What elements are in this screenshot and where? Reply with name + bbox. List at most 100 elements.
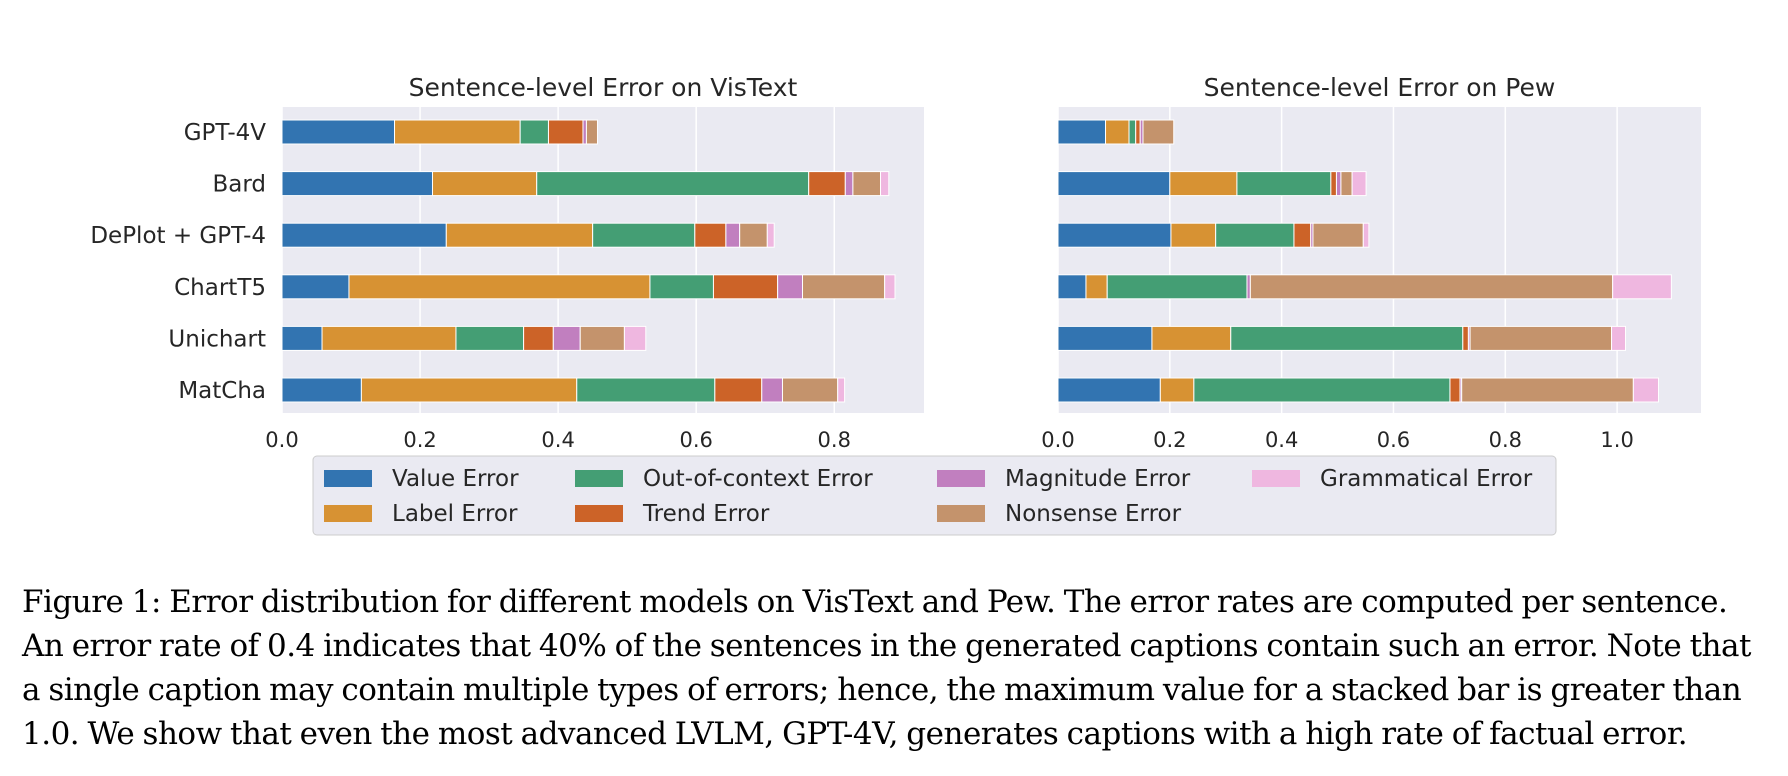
- chart-title-0: Sentence-level Error on VisText: [409, 73, 798, 102]
- bar-segment-0-2-2: [592, 222, 696, 248]
- bar-segment-1-4-6: [1611, 325, 1627, 351]
- x-tick-label-0-3: 0.6: [679, 428, 712, 452]
- bar-segment-0-4-3: [523, 325, 554, 351]
- legend-swatch-5: [575, 505, 623, 522]
- bar-segment-1-5-2: [1193, 377, 1451, 403]
- bar-segment-0-2-1: [445, 222, 594, 248]
- bar-segment-1-1-2: [1236, 171, 1332, 197]
- bar-segment-0-4-6: [623, 325, 647, 351]
- category-label-3: ChartT5: [174, 275, 266, 301]
- bar-segment-0-3-3: [712, 274, 779, 300]
- bar-segment-1-2-1: [1170, 222, 1217, 248]
- bar-segment-0-5-2: [576, 377, 716, 403]
- bar-segment-1-3-2: [1106, 274, 1248, 300]
- bar-segment-0-5-3: [714, 377, 763, 403]
- category-label-2: DePlot + GPT-4: [90, 223, 266, 249]
- legend-label-6: Nonsense Error: [1005, 501, 1182, 527]
- bar-segment-1-0-2: [1128, 119, 1137, 145]
- bar-segment-0-4-1: [321, 325, 457, 351]
- bar-segment-0-5-4: [761, 377, 783, 403]
- bar-segment-1-4-0: [1057, 325, 1153, 351]
- bar-segment-1-1-0: [1057, 171, 1171, 197]
- bar-segment-0-2-6: [766, 222, 775, 248]
- bar-segment-0-0-3: [547, 119, 584, 145]
- x-tick-label-1-3: 0.6: [1377, 428, 1410, 452]
- category-label-0: GPT-4V: [184, 120, 267, 146]
- bar-segment-1-0-3: [1135, 119, 1141, 145]
- x-tick-label-1-1: 0.2: [1153, 428, 1186, 452]
- bar-segment-0-3-0: [281, 274, 350, 300]
- figure-caption: Figure 1: Error distribution for differe…: [22, 584, 1751, 752]
- bar-segment-0-0-2: [519, 119, 549, 145]
- bar-segment-1-3-5: [1249, 274, 1614, 300]
- bar-segment-0-3-4: [777, 274, 804, 300]
- bar-segment-1-1-5: [1340, 171, 1353, 197]
- legend-swatch-2: [937, 470, 985, 487]
- bar-segment-1-2-6: [1362, 222, 1370, 248]
- bar-segment-0-3-2: [649, 274, 714, 300]
- legend-swatch-0: [324, 470, 372, 487]
- plot-area-1: [1058, 107, 1701, 413]
- legend-label-2: Magnitude Error: [1005, 466, 1191, 492]
- bar-segment-1-2-3: [1293, 222, 1312, 248]
- category-label-1: Bard: [212, 172, 266, 198]
- bar-segment-0-1-6: [880, 171, 890, 197]
- bar-segment-1-5-1: [1159, 377, 1195, 403]
- bar-segment-1-1-3: [1330, 171, 1337, 197]
- bar-segment-1-1-6: [1351, 171, 1367, 197]
- bar-segment-1-4-1: [1151, 325, 1232, 351]
- bar-segment-0-4-5: [579, 325, 625, 351]
- bar-segment-1-1-4: [1335, 171, 1342, 197]
- bar-segment-0-5-6: [837, 377, 846, 403]
- bar-segment-0-1-2: [536, 171, 810, 197]
- legend-label-3: Grammatical Error: [1320, 466, 1533, 492]
- chart-title-1: Sentence-level Error on Pew: [1204, 73, 1556, 102]
- bar-segment-1-3-6: [1612, 274, 1672, 300]
- bar-segment-0-1-0: [281, 171, 433, 197]
- legend-swatch-4: [324, 505, 372, 522]
- bar-segment-0-4-4: [552, 325, 581, 351]
- bar-segment-1-4-2: [1230, 325, 1464, 351]
- bar-segment-0-2-4: [725, 222, 741, 248]
- plot-area-0: [282, 107, 924, 413]
- bar-segment-1-5-5: [1461, 377, 1634, 403]
- bar-segment-0-2-5: [739, 222, 768, 248]
- bar-segment-1-5-6: [1632, 377, 1660, 403]
- bar-segment-0-2-3: [694, 222, 727, 248]
- figure: 0.0 0.2 0.4 0.6 0.8 Sentence-level Error on V…: [90, 73, 1701, 536]
- x-tick-label-0-0: 0.0: [265, 428, 298, 452]
- bar-segment-0-2-0: [281, 222, 447, 248]
- bar-segment-0-1-5: [852, 171, 882, 197]
- legend-swatch-6: [937, 505, 985, 522]
- legend-box: [312, 455, 1557, 536]
- bar-segment-1-3-4: [1246, 274, 1251, 300]
- bar-segment-1-0-1: [1105, 119, 1130, 145]
- x-tick-label-1-5: 1.0: [1600, 428, 1633, 452]
- category-label-5: MatCha: [178, 378, 266, 404]
- bar-segment-0-1-3: [808, 171, 846, 197]
- bar-segment-1-0-5: [1142, 119, 1175, 145]
- bar-segment-0-0-1: [394, 119, 521, 145]
- bar-segment-0-3-6: [884, 274, 896, 300]
- legend-swatch-3: [1252, 470, 1300, 487]
- bar-segment-0-4-2: [455, 325, 525, 351]
- bar-segment-1-5-0: [1057, 377, 1161, 403]
- legend-label-4: Label Error: [392, 501, 518, 527]
- x-tick-label-1-4: 0.8: [1489, 428, 1522, 452]
- bar-segment-1-4-5: [1469, 325, 1613, 351]
- bar-segment-1-3-0: [1057, 274, 1087, 300]
- x-tick-label-1-2: 0.4: [1265, 428, 1298, 452]
- legend-label-0: Value Error: [392, 466, 519, 492]
- bar-segment-1-2-5: [1312, 222, 1364, 248]
- x-tick-label-0-1: 0.2: [403, 428, 436, 452]
- bar-segment-0-5-0: [281, 377, 362, 403]
- bar-segment-0-3-1: [348, 274, 651, 300]
- bar-segment-1-2-0: [1057, 222, 1172, 248]
- bar-segment-0-0-0: [281, 119, 396, 145]
- bar-segment-0-5-5: [781, 377, 839, 403]
- bar-segment-1-2-2: [1215, 222, 1295, 248]
- legend-label-5: Trend Error: [642, 501, 770, 527]
- legend-swatch-1: [575, 470, 623, 487]
- bar-segment-0-0-4: [582, 119, 587, 145]
- bar-segment-1-0-0: [1057, 119, 1107, 145]
